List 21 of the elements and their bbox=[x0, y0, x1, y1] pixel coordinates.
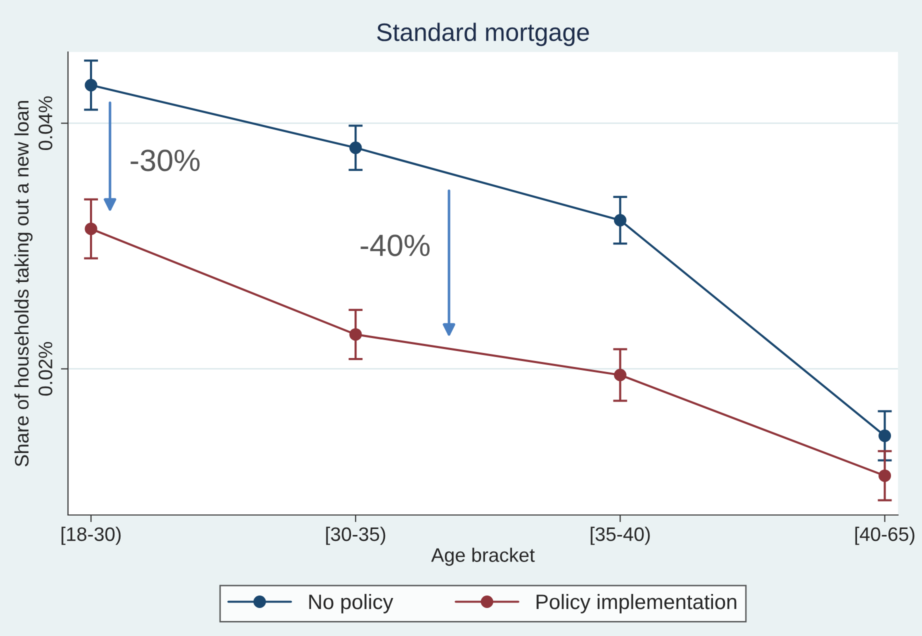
chart-title: Standard mortgage bbox=[377, 22, 589, 46]
x-tick-label: [18-30) bbox=[62, 526, 121, 545]
x-tick-label: [40-65) bbox=[855, 526, 914, 545]
point bbox=[349, 328, 362, 341]
y-tick-label: 0.04% bbox=[38, 96, 52, 150]
y-tick-label: 0.02% bbox=[38, 342, 52, 396]
x-axis-title: Age bracket bbox=[431, 548, 535, 566]
annotation: -40% bbox=[360, 234, 430, 256]
y-axis-title: Share of households taking out a new loan bbox=[14, 100, 33, 466]
legend-label: Policy implementation bbox=[536, 594, 736, 614]
point bbox=[614, 368, 626, 382]
point bbox=[878, 430, 892, 442]
point bbox=[878, 469, 892, 482]
annotation: -30% bbox=[130, 150, 200, 172]
point bbox=[84, 78, 98, 92]
legend-label: No policy bbox=[309, 594, 394, 614]
point bbox=[614, 214, 626, 226]
x-tick-label: [35-40) bbox=[590, 526, 650, 545]
point bbox=[349, 142, 362, 154]
point bbox=[84, 222, 98, 236]
x-tick-label: [30-35) bbox=[326, 526, 386, 545]
